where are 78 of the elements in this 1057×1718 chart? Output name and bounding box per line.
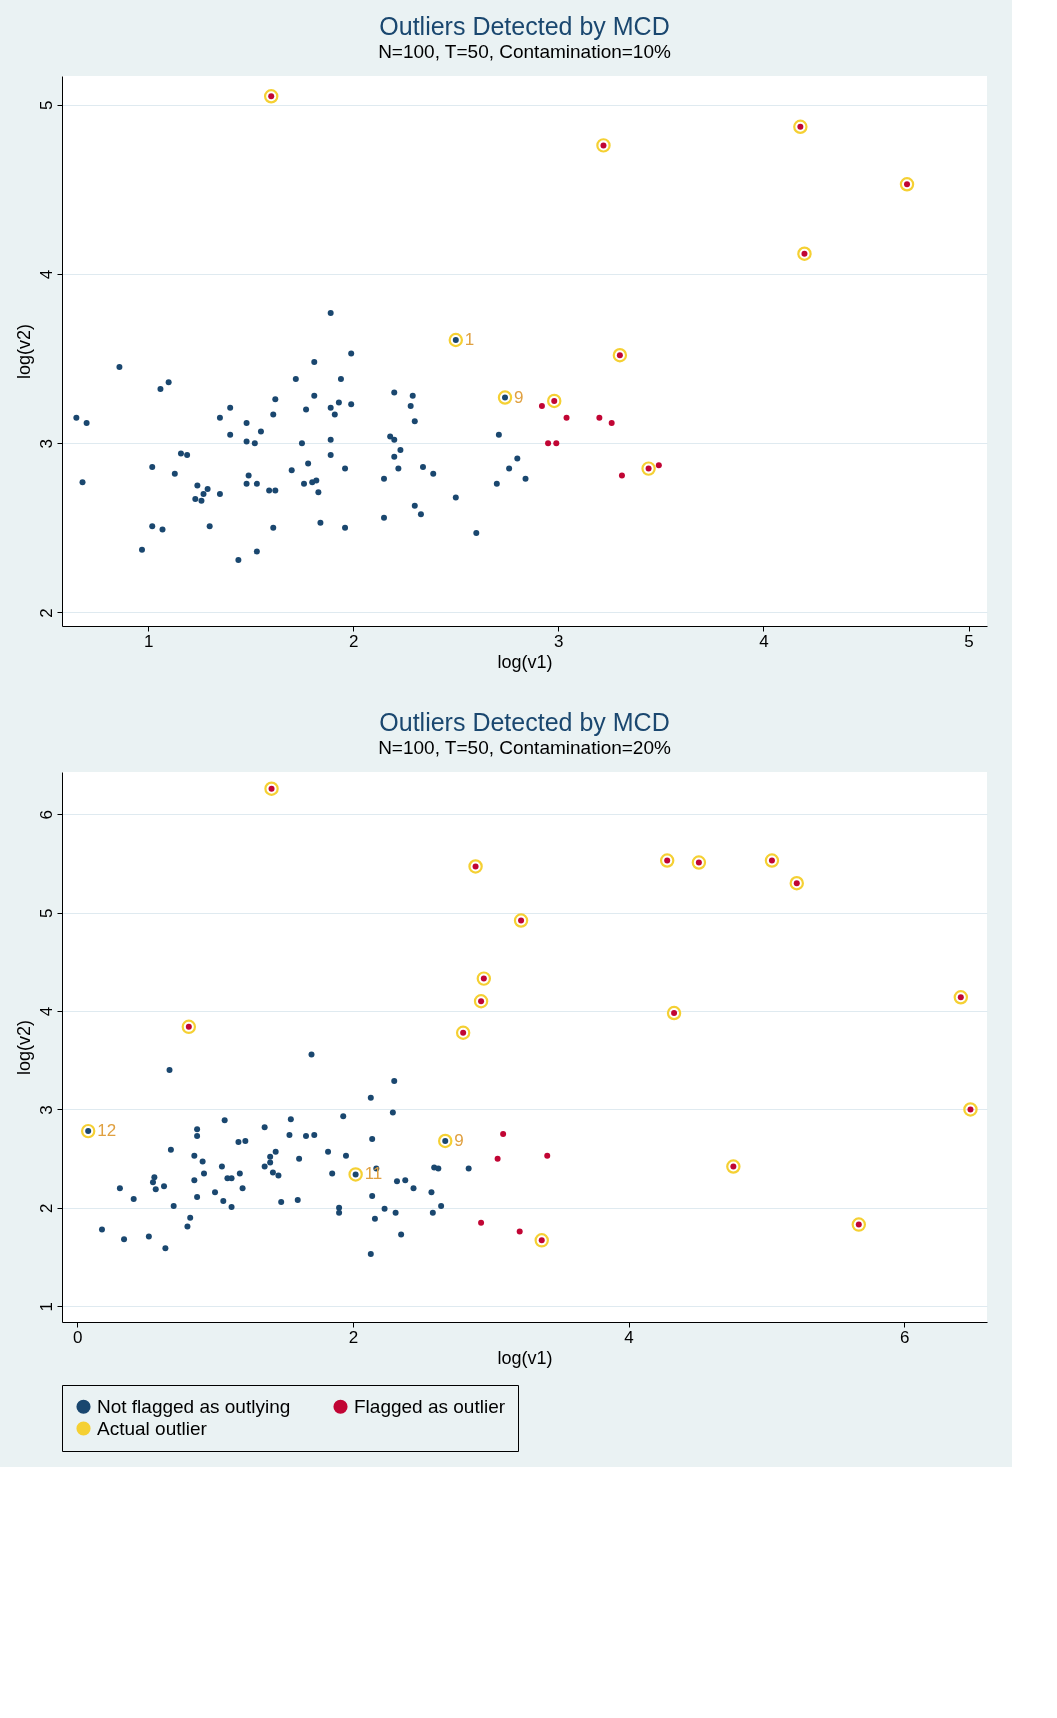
point [263, 89, 279, 104]
point [534, 1233, 549, 1248]
chart-title: Outliers Detected by MCD [379, 12, 670, 40]
point [438, 1133, 453, 1149]
point [513, 913, 529, 928]
x-tick-label: 0 [72, 1327, 83, 1347]
point [596, 414, 603, 421]
y-tick-label: 5 [36, 100, 56, 110]
annotation: 1 [464, 330, 475, 349]
point [797, 246, 812, 261]
point [851, 1217, 867, 1232]
chart-subtitle: N=100, T=50, Contamination=20% [378, 737, 671, 758]
x-tick-label: 2 [348, 1327, 359, 1347]
x-tick-label: 3 [554, 631, 564, 651]
point [497, 390, 513, 405]
y-tick-label: 6 [36, 810, 56, 820]
point [478, 1219, 485, 1226]
point [476, 971, 492, 986]
legend-label: Actual outlier [97, 1417, 208, 1439]
point [473, 994, 489, 1009]
point [618, 472, 625, 479]
annotation: 11 [364, 1164, 383, 1184]
point [793, 119, 808, 134]
point [666, 1005, 682, 1021]
point [659, 853, 675, 868]
y-tick-label: 2 [36, 1203, 56, 1214]
chart-title: Outliers Detected by MCD [379, 708, 670, 736]
annotation: 9 [454, 1130, 464, 1150]
chart-subtitle: N=100, T=50, Contamination=10% [378, 41, 671, 62]
y-tick-label: 4 [36, 1006, 56, 1017]
point [764, 853, 780, 868]
point [655, 462, 662, 469]
point [899, 177, 915, 192]
point [612, 348, 628, 363]
annotation: 9 [514, 387, 524, 407]
point [348, 1167, 363, 1182]
point [547, 393, 562, 409]
y-axis-title: log(v2) [13, 323, 34, 380]
x-tick-label: 4 [759, 631, 769, 651]
y-tick-label: 3 [36, 439, 56, 449]
point [494, 1155, 501, 1162]
y-tick-label: 2 [36, 608, 56, 618]
annotation: 12 [97, 1121, 117, 1141]
x-axis-title: log(v1) [497, 651, 553, 672]
x-tick-label: 4 [624, 1327, 634, 1347]
point [544, 1152, 551, 1159]
y-axis-title: log(v2) [13, 1019, 34, 1076]
point [726, 1159, 741, 1174]
y-tick-label: 3 [36, 1105, 56, 1115]
x-tick-label: 5 [964, 631, 974, 651]
point [789, 875, 804, 891]
legend-label: Not flagged as outlying [97, 1395, 291, 1417]
point [596, 138, 611, 153]
point [264, 781, 279, 796]
point [455, 1025, 471, 1040]
x-tick-label: 6 [900, 1327, 910, 1347]
legend-label: Flagged as outlier [354, 1395, 506, 1417]
point [691, 855, 707, 870]
point [448, 332, 464, 348]
point [538, 403, 545, 409]
x-tick-label: 1 [143, 631, 154, 651]
point [500, 1131, 507, 1138]
y-tick-label: 4 [36, 269, 56, 280]
point [516, 1228, 523, 1235]
point [80, 1123, 96, 1139]
x-axis-title: log(v1) [497, 1347, 553, 1368]
x-tick-label: 2 [349, 631, 359, 651]
point [181, 1019, 197, 1035]
point [953, 990, 969, 1005]
point [553, 440, 560, 447]
point [608, 419, 615, 426]
point [545, 440, 552, 447]
point [563, 414, 570, 421]
point [468, 859, 483, 874]
y-tick-label: 1 [36, 1302, 56, 1312]
point [641, 461, 656, 476]
y-tick-label: 5 [36, 908, 56, 918]
point [963, 1102, 978, 1117]
